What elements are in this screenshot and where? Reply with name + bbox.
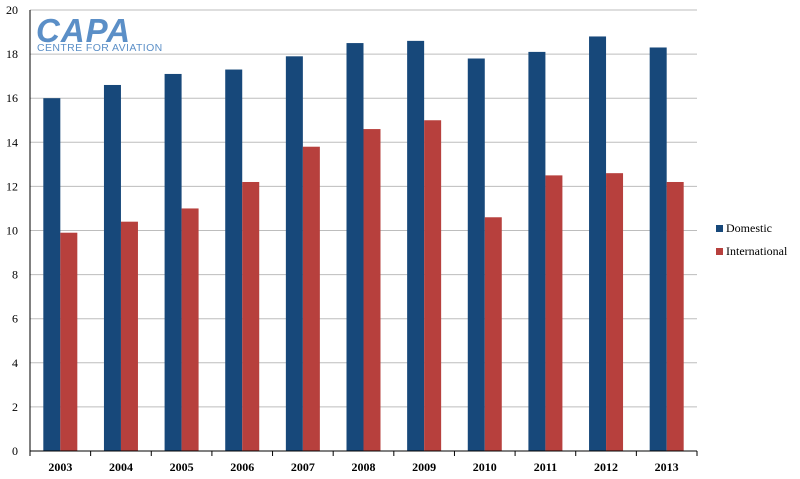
x-tick-label: 2004 <box>109 460 133 474</box>
bar-international <box>545 175 563 451</box>
bar-international <box>606 173 624 452</box>
y-tick-label: 14 <box>6 135 18 149</box>
bar-international <box>363 129 381 451</box>
bar-domestic <box>346 43 364 451</box>
y-tick-label: 12 <box>6 179 18 193</box>
legend-label-domestic: Domestic <box>726 221 772 235</box>
bar-international <box>302 146 320 451</box>
bar-international <box>424 120 442 451</box>
y-tick-label: 20 <box>6 3 18 17</box>
bar-domestic <box>103 84 121 451</box>
bar-domestic <box>467 58 485 451</box>
bar-domestic <box>164 73 182 451</box>
axes <box>29 10 697 452</box>
y-tick-label: 18 <box>6 47 18 61</box>
x-tick-label: 2009 <box>412 460 436 474</box>
logo-tagline: CENTRE FOR AVIATION <box>37 42 163 54</box>
y-tick-label: 0 <box>12 444 18 458</box>
bar-international <box>666 181 684 452</box>
bar-international <box>60 232 78 451</box>
bar-domestic <box>43 98 61 451</box>
legend-label-international: International <box>726 244 788 258</box>
bar-domestic <box>528 51 546 452</box>
y-tick-label: 2 <box>12 400 18 414</box>
bar-international <box>242 181 260 452</box>
y-axis-ticks: 0 2 4 6 8 10 12 14 16 18 20 <box>6 3 18 458</box>
bar-domestic <box>649 47 667 452</box>
logo-wordmark: CAPA <box>36 12 131 49</box>
x-tick-label: 2012 <box>594 460 618 474</box>
bars <box>43 36 684 452</box>
bar-domestic <box>407 40 425 452</box>
x-tick-label: 2008 <box>352 460 376 474</box>
x-tick-label: 2003 <box>48 460 72 474</box>
x-tick-label: 2007 <box>291 460 315 474</box>
legend-swatch-domestic <box>716 225 723 232</box>
bar-domestic <box>589 36 607 452</box>
x-tick-label: 2010 <box>473 460 497 474</box>
x-tick-label: 2006 <box>230 460 254 474</box>
y-tick-label: 16 <box>6 91 18 105</box>
x-tick-label: 2011 <box>534 460 557 474</box>
y-tick-label: 8 <box>12 268 18 282</box>
y-tick-label: 4 <box>12 356 18 370</box>
bar-international <box>120 221 138 451</box>
bar-domestic <box>225 69 243 451</box>
bar-international <box>181 208 199 451</box>
capa-logo: CAPA CENTRE FOR AVIATION <box>36 12 163 54</box>
x-axis-ticks: 2003 2004 2005 2006 2007 2008 2009 2010 2011 2012… <box>29 451 698 474</box>
bar-international <box>484 217 502 451</box>
y-tick-label: 10 <box>6 224 18 238</box>
x-tick-label: 2013 <box>655 460 679 474</box>
legend-swatch-international <box>716 248 723 255</box>
y-tick-label: 6 <box>12 312 18 326</box>
bar-domestic <box>285 56 303 452</box>
x-tick-label: 2005 <box>170 460 194 474</box>
legend: Domestic International <box>716 221 788 258</box>
